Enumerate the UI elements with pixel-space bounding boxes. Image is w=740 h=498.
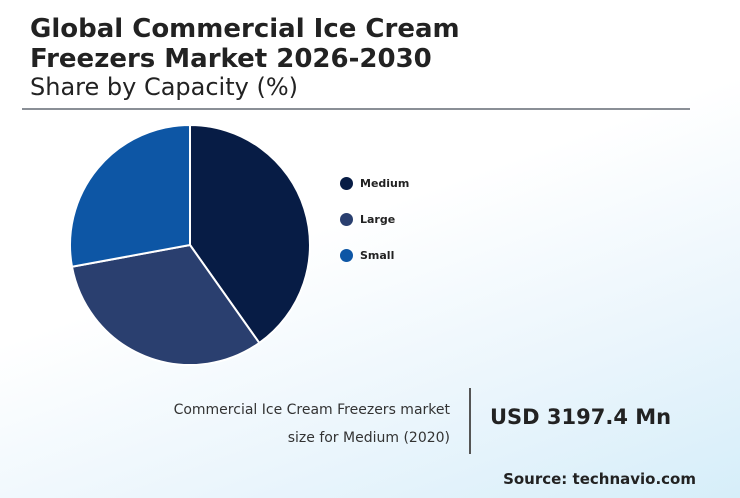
legend-marker-small: [340, 248, 353, 262]
legend-marker-large: [340, 212, 353, 226]
source-credit: Source: technavio.com: [503, 470, 696, 488]
chart-legend: Medium Large Small: [340, 174, 409, 282]
legend-item-large: Large: [340, 210, 409, 228]
market-size-value: USD 3197.4 Mn: [490, 405, 672, 429]
legend-item-medium: Medium: [340, 174, 409, 192]
chart-subtitle: Share by Capacity (%): [30, 73, 298, 101]
legend-item-small: Small: [340, 246, 409, 264]
market-size-caption: Commercial Ice Cream Freezers market siz…: [173, 402, 450, 446]
legend-marker-medium: [340, 176, 353, 190]
pie-slice-medium: [189, 123, 311, 345]
title-divider: [22, 108, 690, 110]
legend-label-medium: Medium: [360, 176, 410, 190]
legend-label-large: Large: [360, 212, 396, 226]
pie-slice-large: [70, 243, 261, 366]
legend-label-small: Small: [360, 248, 395, 262]
pie-slice-small: [69, 123, 191, 268]
chart-title: Global Commercial Ice Cream Freezers Mar…: [30, 14, 460, 74]
callout-divider: [469, 388, 471, 454]
